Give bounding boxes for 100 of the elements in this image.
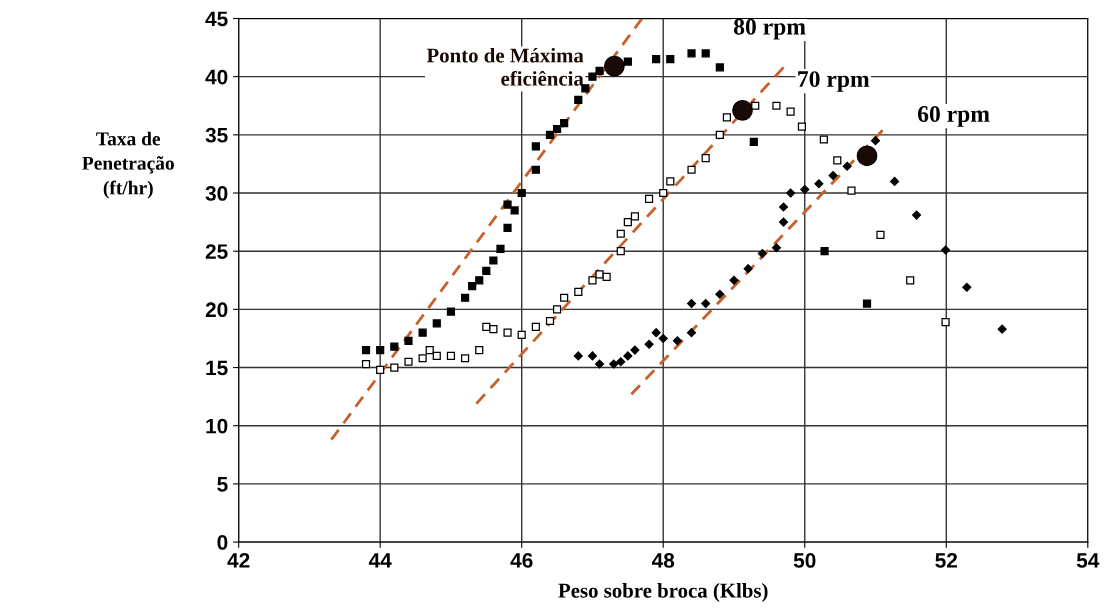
point (503, 223, 512, 233)
point (552, 124, 562, 134)
point (644, 339, 654, 349)
point (686, 298, 697, 309)
point (941, 318, 950, 327)
point (503, 200, 512, 209)
point (701, 49, 710, 58)
point (743, 264, 753, 274)
point (644, 194, 654, 203)
point (856, 145, 878, 167)
point (510, 206, 519, 215)
point (630, 212, 640, 221)
point (432, 351, 441, 361)
point (651, 328, 661, 338)
point (376, 365, 385, 374)
point (778, 202, 789, 212)
series-label: 60 rpm (917, 106, 990, 127)
point (890, 176, 900, 186)
point (587, 351, 598, 361)
point (715, 63, 724, 72)
point (828, 171, 838, 181)
y-tick-label: 40 (205, 69, 228, 85)
point (517, 188, 526, 198)
point (687, 49, 696, 58)
x-tick-label: 52 (935, 553, 958, 568)
point (602, 272, 611, 281)
point (771, 243, 781, 253)
point (574, 95, 583, 105)
x-tick-label: 48 (651, 553, 675, 568)
point (862, 299, 872, 308)
point (997, 324, 1007, 334)
x-tick-label: 50 (793, 553, 816, 568)
point (560, 119, 569, 128)
point (475, 345, 484, 355)
point (623, 218, 632, 227)
point (906, 276, 915, 285)
point (616, 357, 626, 367)
series-label: 70 rpm (798, 71, 870, 92)
point (772, 101, 781, 110)
point (588, 276, 597, 285)
point (531, 165, 540, 174)
point (715, 289, 725, 299)
point (390, 363, 399, 372)
point (489, 256, 498, 265)
point (732, 100, 753, 121)
point (468, 282, 477, 291)
point (722, 113, 732, 122)
point (658, 333, 668, 344)
point (701, 298, 711, 309)
point (797, 122, 807, 131)
point (475, 276, 484, 285)
point (545, 130, 555, 139)
point (819, 135, 828, 144)
point (594, 359, 605, 369)
y-tick-label: 0 (217, 535, 228, 550)
y-tick-label: 20 (205, 302, 228, 318)
point (729, 275, 739, 285)
y-tick-label: 15 (206, 360, 228, 376)
point (786, 188, 796, 198)
point (659, 188, 668, 198)
x-tick-label: 54 (1076, 553, 1100, 568)
point (623, 57, 632, 66)
point (814, 179, 824, 189)
point (404, 357, 413, 366)
point (715, 130, 724, 139)
point (616, 229, 625, 238)
point (672, 336, 682, 346)
point (876, 230, 885, 239)
point (404, 336, 413, 345)
y-tick-label: 5 (217, 477, 228, 492)
point (833, 156, 842, 165)
point (460, 354, 470, 363)
y-tick-label: 35 (205, 127, 228, 143)
point (573, 351, 583, 361)
point (496, 244, 505, 253)
point (432, 319, 441, 328)
point (574, 287, 583, 297)
series-label: 80 rpm (733, 18, 806, 40)
point (701, 154, 710, 163)
point (425, 345, 434, 355)
point (778, 217, 789, 227)
point (847, 186, 856, 195)
point (361, 345, 371, 355)
point (842, 161, 852, 171)
point (446, 307, 456, 316)
point (616, 247, 625, 256)
point (390, 342, 399, 351)
point (604, 55, 625, 77)
series-label: Ponto de Máxima eficiência (426, 47, 584, 86)
point (609, 359, 619, 369)
point (666, 55, 675, 64)
point (749, 137, 758, 146)
point (588, 72, 597, 81)
x-tick-label: 46 (510, 553, 533, 568)
point (460, 293, 470, 302)
point (666, 177, 675, 186)
point (623, 351, 633, 361)
point (552, 305, 562, 314)
y-axis-title: Taxa de Penetração (ft/hr) (82, 131, 174, 199)
point (361, 359, 371, 369)
